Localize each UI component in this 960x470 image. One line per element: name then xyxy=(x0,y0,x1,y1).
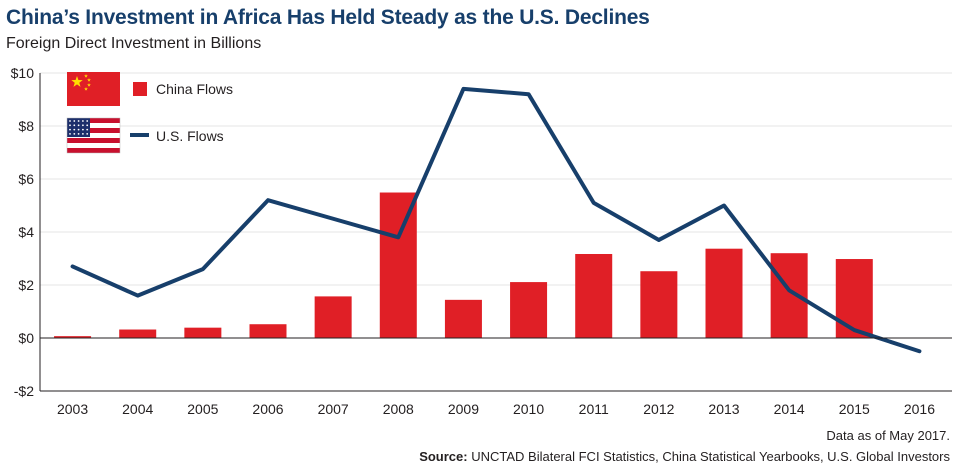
china-flow-bar xyxy=(54,336,92,338)
us-flow-point xyxy=(332,218,334,220)
y-tick-label: -$2 xyxy=(14,383,34,399)
us-flow-point xyxy=(528,93,530,95)
us-flow-point xyxy=(853,329,855,331)
gridlines xyxy=(40,72,952,286)
china-flow-bar xyxy=(379,192,417,338)
china-flows-legend-label: China Flows xyxy=(156,81,233,97)
x-tick-label: 2003 xyxy=(57,401,88,417)
us-flow-point xyxy=(202,268,204,270)
us-flows-legend-label: U.S. Flows xyxy=(156,128,224,144)
china-flow-bar xyxy=(640,271,678,338)
y-tick-label: $6 xyxy=(18,171,34,187)
y-tick-label: $2 xyxy=(18,277,34,293)
china-flow-bar xyxy=(705,248,743,338)
source-note: Source: UNCTAD Bilateral FCI Statistics,… xyxy=(419,449,950,464)
data-date-note: Data as of May 2017. xyxy=(826,428,950,443)
china-flows-legend-swatch xyxy=(133,82,147,96)
y-tick-label: $0 xyxy=(18,330,34,346)
us-flow-point xyxy=(658,239,660,241)
axes: -$2 $0 $2 $4 $6 $8 $10 2003 2004 2005 2006 2007 2008… xyxy=(11,65,952,417)
chart-title: China’s Investment in Africa Has Held St… xyxy=(6,6,650,29)
us-flow-point xyxy=(918,350,920,352)
china-flow-bar xyxy=(314,296,352,338)
source-label: Source: xyxy=(419,449,468,464)
china-flow-bar xyxy=(249,324,287,338)
x-tick-label: 2010 xyxy=(513,401,544,417)
us-flow-point xyxy=(462,88,464,90)
us-flow-point xyxy=(788,289,790,291)
x-tick-label: 2014 xyxy=(774,401,805,417)
x-tick-label: 2015 xyxy=(839,401,870,417)
legend: China Flows U.S. Flows xyxy=(66,72,233,154)
chart-subtitle: Foreign Direct Investment in Billions xyxy=(6,35,262,52)
us-flow-point xyxy=(267,199,269,201)
us-flow-point xyxy=(397,236,399,238)
y-tick-label: $8 xyxy=(18,118,34,134)
x-tick-label: 2011 xyxy=(579,401,609,417)
us-flow-point xyxy=(723,205,725,206)
china-flow-bar xyxy=(835,259,873,338)
x-tick-label: 2012 xyxy=(643,401,674,417)
x-tick-label: 2005 xyxy=(187,401,218,417)
us-flows-line-group xyxy=(70,86,922,354)
china-flows-bars xyxy=(54,192,873,338)
x-tick-label: 2006 xyxy=(252,401,283,417)
china-flow-bar xyxy=(119,329,157,338)
us-flow-point xyxy=(72,265,74,267)
china-flow-bar xyxy=(184,327,222,338)
x-tick-label: 2007 xyxy=(318,401,349,417)
source-text: UNCTAD Bilateral FCI Statistics, China S… xyxy=(471,449,950,464)
x-tick-label: 2013 xyxy=(708,401,739,417)
x-tick-label: 2016 xyxy=(904,401,935,417)
x-tick-label: 2004 xyxy=(122,401,153,417)
china-flow-bar xyxy=(510,282,548,338)
x-tick-label: 2008 xyxy=(383,401,414,417)
china-flow-bar xyxy=(575,253,613,338)
china-flag-icon xyxy=(67,72,120,106)
us-flow-point xyxy=(137,295,139,297)
y-tick-label: $10 xyxy=(11,65,35,81)
china-flow-bar xyxy=(444,299,482,338)
us-flag-icon xyxy=(66,117,121,154)
us-flows-line xyxy=(70,86,922,354)
y-tick-label: $4 xyxy=(18,224,34,240)
us-flow-point xyxy=(593,202,595,204)
x-tick-label: 2009 xyxy=(448,401,479,417)
china-flow-bar xyxy=(770,253,808,338)
